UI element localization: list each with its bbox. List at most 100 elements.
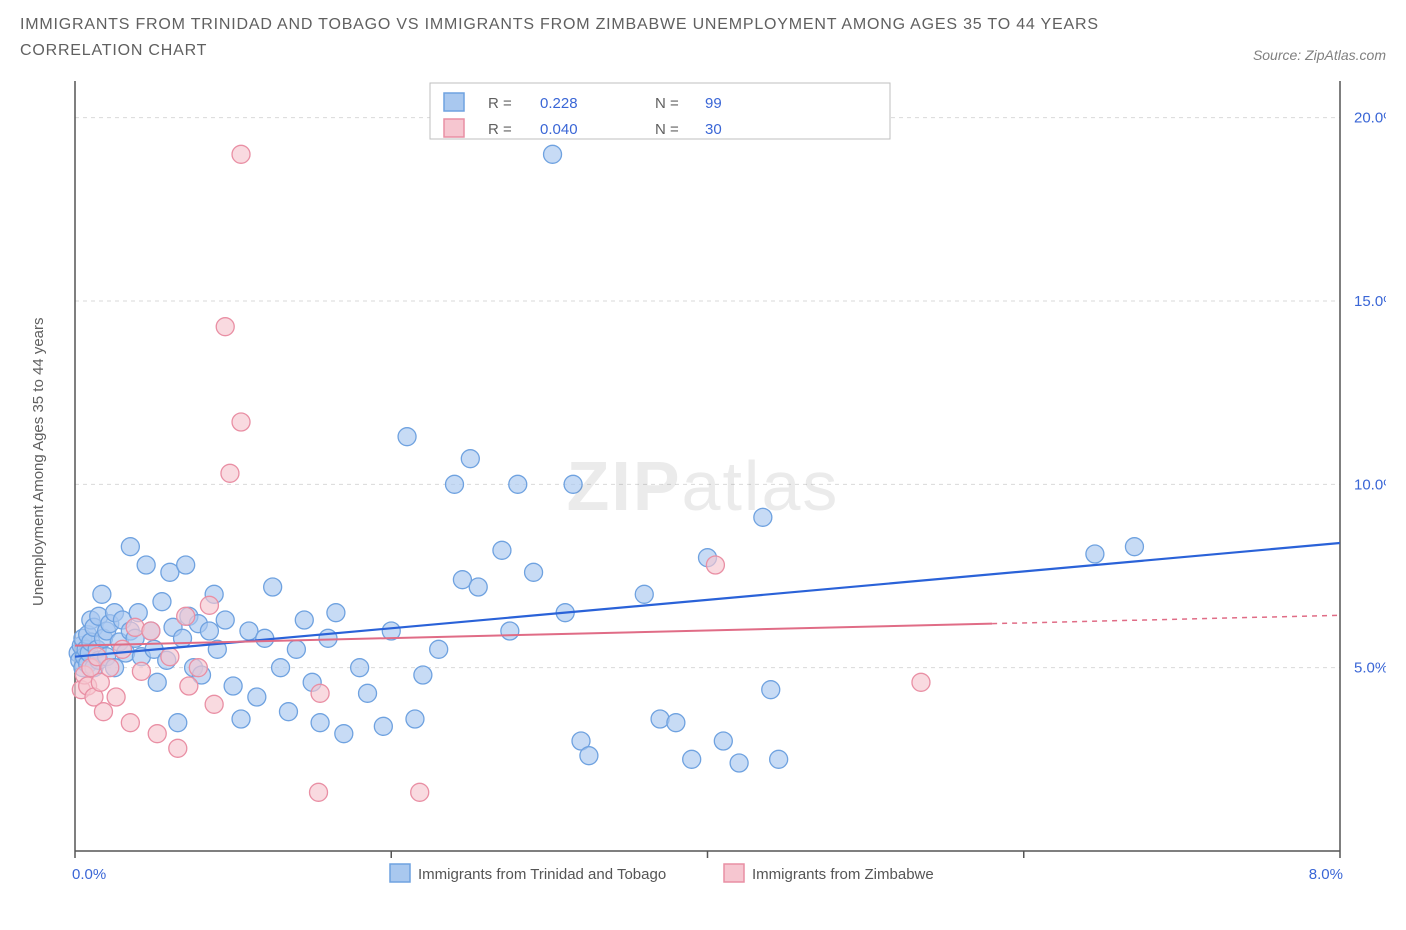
- chart-title-line1: IMMIGRANTS FROM TRINIDAD AND TOBAGO VS I…: [20, 12, 1099, 38]
- data-point: [248, 688, 266, 706]
- data-point: [177, 556, 195, 574]
- data-point: [153, 593, 171, 611]
- data-point: [205, 696, 223, 714]
- legend-swatch: [444, 119, 464, 137]
- trend-line-extension: [992, 616, 1340, 624]
- data-point: [148, 674, 166, 692]
- data-point: [232, 146, 250, 164]
- data-point: [161, 648, 179, 666]
- y-tick-label: 20.0%: [1354, 110, 1386, 127]
- data-point: [93, 586, 111, 604]
- data-point: [174, 630, 192, 648]
- data-point: [714, 732, 732, 750]
- data-point: [509, 476, 527, 494]
- data-point: [287, 641, 305, 659]
- bottom-legend-label: Immigrants from Zimbabwe: [752, 866, 934, 883]
- data-point: [107, 688, 125, 706]
- data-point: [683, 751, 701, 769]
- data-point: [335, 725, 353, 743]
- chart-title-line2: CORRELATION CHART: [20, 38, 1099, 64]
- data-point: [319, 630, 337, 648]
- data-point: [279, 703, 297, 721]
- y-tick-label: 10.0%: [1354, 477, 1386, 494]
- data-point: [770, 751, 788, 769]
- legend-n-label: N =: [655, 95, 679, 112]
- data-point: [310, 784, 328, 802]
- data-point: [137, 556, 155, 574]
- data-point: [169, 740, 187, 758]
- bottom-legend-swatch: [724, 864, 744, 882]
- data-point: [216, 611, 234, 629]
- legend-n-value: 30: [705, 121, 722, 138]
- data-point: [1125, 538, 1143, 556]
- data-point: [142, 622, 160, 640]
- data-point: [398, 428, 416, 446]
- data-point: [232, 413, 250, 431]
- data-point: [180, 677, 198, 695]
- data-point: [635, 586, 653, 604]
- data-point: [101, 659, 119, 677]
- data-point: [351, 659, 369, 677]
- data-point: [189, 659, 207, 677]
- data-point: [359, 685, 377, 703]
- data-point: [730, 754, 748, 772]
- data-point: [667, 714, 685, 732]
- data-point: [706, 556, 724, 574]
- data-point: [264, 578, 282, 596]
- bottom-legend-swatch: [390, 864, 410, 882]
- data-point: [121, 538, 139, 556]
- data-point: [912, 674, 930, 692]
- legend-r-value: 0.040: [540, 121, 578, 138]
- y-tick-label: 5.0%: [1354, 660, 1386, 677]
- data-point: [232, 710, 250, 728]
- data-point: [501, 622, 519, 640]
- correlation-scatter-chart: 5.0% 10.0% 15.0% 20.0% 0.0% 8.0% Unemployment …: [20, 71, 1386, 901]
- data-point: [177, 608, 195, 626]
- chart-container: ZIPatlas 5.0%10.0%15.0%20.0%0.0%8.0%Unem…: [20, 71, 1386, 901]
- data-point: [126, 619, 144, 637]
- data-point: [580, 747, 598, 765]
- data-point: [327, 604, 345, 622]
- bottom-legend-label: Immigrants from Trinidad and Tobago: [418, 866, 666, 883]
- legend-r-label: R =: [488, 95, 512, 112]
- data-point: [200, 597, 218, 615]
- data-point: [148, 725, 166, 743]
- data-point: [406, 710, 424, 728]
- y-tick-label: 15.0%: [1354, 293, 1386, 310]
- data-point: [493, 542, 511, 560]
- data-point: [564, 476, 582, 494]
- legend-n-label: N =: [655, 121, 679, 138]
- data-point: [311, 714, 329, 732]
- data-point: [224, 677, 242, 695]
- data-point: [169, 714, 187, 732]
- data-point: [754, 509, 772, 527]
- data-point: [461, 450, 479, 468]
- data-point: [469, 578, 487, 596]
- data-point: [121, 714, 139, 732]
- legend-r-label: R =: [488, 121, 512, 138]
- data-point: [132, 663, 150, 681]
- data-point: [311, 685, 329, 703]
- data-point: [221, 465, 239, 483]
- legend-n-value: 99: [705, 95, 722, 112]
- data-point: [113, 641, 131, 659]
- data-point: [200, 622, 218, 640]
- data-point: [1086, 545, 1104, 563]
- y-axis-label: Unemployment Among Ages 35 to 44 years: [30, 318, 47, 607]
- data-point: [525, 564, 543, 582]
- data-point: [651, 710, 669, 728]
- data-point: [94, 703, 112, 721]
- data-point: [414, 666, 432, 684]
- legend-swatch: [444, 93, 464, 111]
- data-point: [272, 659, 290, 677]
- legend-r-value: 0.228: [540, 95, 578, 112]
- data-point: [374, 718, 392, 736]
- data-point: [446, 476, 464, 494]
- data-point: [430, 641, 448, 659]
- x-tick-label: 0.0%: [72, 866, 106, 883]
- data-point: [216, 318, 234, 336]
- x-tick-label: 8.0%: [1309, 866, 1343, 883]
- data-point: [762, 681, 780, 699]
- data-point: [411, 784, 429, 802]
- data-point: [295, 611, 313, 629]
